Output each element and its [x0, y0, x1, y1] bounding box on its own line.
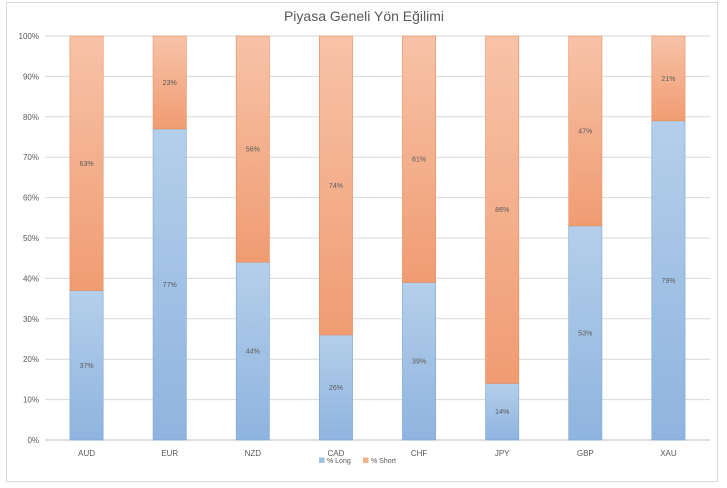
y-tick-label: 10%: [23, 396, 39, 405]
bars: 37% 63% 77% 23% 44% 56% 26% 74% 39% 61% 14% 86% 53% 4…: [69, 35, 686, 441]
data-label: 14%: [495, 409, 509, 416]
data-label: 77%: [163, 282, 177, 289]
x-tick-label: NZD: [245, 449, 262, 458]
x-tick-label: XAU: [660, 449, 677, 458]
y-tick-label: 80%: [23, 113, 39, 122]
data-label: 56%: [246, 147, 260, 154]
x-tick-label: EUR: [161, 449, 178, 458]
bar-long: [568, 225, 603, 441]
y-axis-ticks: 0% 10% 20% 30% 40% 50% 60% 70% 80% 90% 100%: [19, 32, 39, 445]
y-tick-label: 60%: [23, 194, 39, 203]
data-label: 74%: [329, 183, 343, 190]
data-label: 47%: [578, 128, 592, 135]
legend-label: % Short: [371, 458, 396, 465]
bar-short: [485, 35, 520, 384]
bar-short: [152, 35, 187, 130]
bar-long: [69, 290, 104, 441]
gridlines: [45, 35, 710, 441]
y-tick-label: 0%: [27, 436, 39, 445]
chart-title: Piyasa Geneli Yön Eğilimi: [284, 8, 444, 24]
y-tick-label: 40%: [23, 274, 39, 283]
y-tick-label: 100%: [19, 32, 39, 41]
data-label: 86%: [495, 207, 509, 214]
data-label: 37%: [80, 363, 94, 370]
y-tick-label: 50%: [23, 234, 39, 243]
bar-short: [319, 35, 353, 336]
data-label: 26%: [329, 385, 343, 392]
x-tick-label: CAD: [327, 449, 344, 458]
data-label: 44%: [246, 349, 260, 356]
bar-short: [69, 35, 104, 291]
y-tick-label: 30%: [23, 315, 39, 324]
legend-swatch: [363, 457, 369, 463]
data-label: 21%: [661, 76, 675, 83]
bar-short: [235, 35, 270, 263]
bar-short: [651, 35, 686, 122]
y-tick-label: 90%: [23, 72, 39, 81]
bar-short: [402, 35, 436, 283]
bar-long: [651, 120, 686, 441]
x-tick-label: GBP: [577, 449, 594, 458]
x-axis-ticks: AUD EUR NZD CAD CHF JPY GBP XAU: [78, 449, 677, 458]
data-label: 63%: [80, 161, 94, 168]
bar-short: [568, 35, 603, 227]
legend-swatch: [319, 457, 325, 463]
data-label: 61%: [412, 157, 426, 164]
data-label: 39%: [412, 359, 426, 366]
x-tick-label: CHF: [411, 449, 428, 458]
y-tick-label: 20%: [23, 355, 39, 364]
x-tick-label: AUD: [78, 449, 95, 458]
bar-long: [402, 282, 436, 441]
data-label: 79%: [661, 278, 675, 285]
data-label: 53%: [578, 330, 592, 337]
data-label: 23%: [163, 80, 177, 87]
x-tick-label: JPY: [495, 449, 510, 458]
bar-long: [485, 383, 520, 441]
bar-long: [152, 128, 187, 441]
bar-long: [319, 334, 353, 441]
y-tick-label: 70%: [23, 153, 39, 162]
legend: % Long % Short: [319, 457, 396, 465]
legend-label: % Long: [327, 458, 351, 465]
